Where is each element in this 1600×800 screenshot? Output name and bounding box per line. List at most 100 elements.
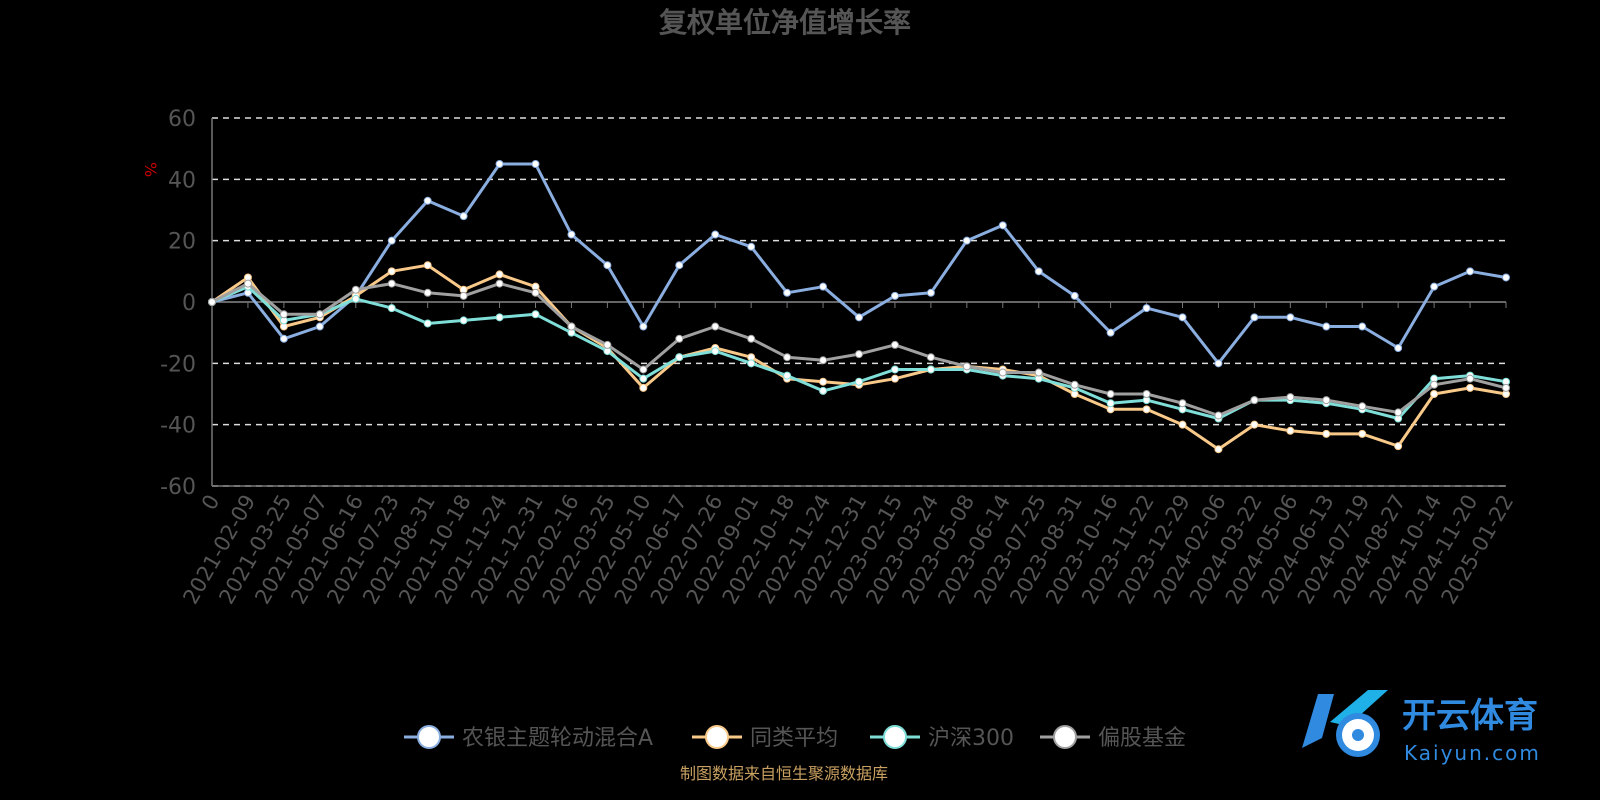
data-point — [962, 236, 971, 245]
data-point — [1070, 380, 1079, 389]
data-point — [1142, 405, 1151, 414]
data-point — [998, 368, 1007, 377]
y-tick-label: -20 — [160, 352, 196, 377]
y-axis-ticks: 60 40 20 0 -20 -40 -60 — [160, 107, 196, 500]
chart-title: 复权单位净值增长率 — [659, 6, 911, 39]
legend-item[interactable]: 同类平均 — [692, 725, 838, 751]
data-point — [495, 279, 504, 288]
legend-item[interactable]: 农银主题轮动混合A — [404, 725, 653, 751]
data-point — [1106, 328, 1115, 337]
data-point — [387, 279, 396, 288]
legend-swatch-marker — [1053, 725, 1077, 749]
data-point — [1502, 273, 1510, 282]
y-tick-label: 40 — [168, 168, 196, 193]
data-point — [1322, 396, 1331, 405]
data-point — [855, 377, 863, 386]
data-point — [423, 288, 432, 297]
data-point — [1214, 359, 1223, 368]
data-point — [747, 242, 756, 251]
legend-item[interactable]: 偏股基金 — [1040, 725, 1186, 751]
data-point — [315, 322, 324, 331]
data-point — [567, 322, 576, 331]
data-point — [495, 270, 504, 279]
legend-swatch-marker — [883, 725, 907, 749]
data-point — [998, 221, 1007, 230]
data-point — [1322, 322, 1331, 331]
data-point — [1430, 282, 1439, 291]
data-point — [351, 285, 360, 294]
data-point — [1214, 445, 1223, 454]
data-point — [926, 365, 935, 374]
data-point — [819, 377, 828, 386]
y-tick-label: 20 — [168, 230, 196, 255]
legend[interactable]: 农银主题轮动混合A 同类平均 沪深300 偏股基金 — [404, 725, 1186, 751]
data-point — [351, 294, 360, 303]
data-point — [1178, 420, 1187, 429]
kaiyun-logo-icon — [1302, 690, 1388, 757]
y-tick-label: 60 — [168, 107, 196, 132]
data-point — [1286, 313, 1295, 322]
data-point — [315, 310, 324, 319]
data-point — [1142, 390, 1151, 398]
data-point — [926, 353, 935, 362]
data-point — [1070, 291, 1079, 300]
data-point — [1106, 390, 1115, 398]
data-point — [1106, 399, 1115, 408]
data-point — [711, 347, 720, 356]
data-point — [783, 288, 792, 297]
watermark-logo: 开云体育 Kaiyun.com — [1302, 690, 1539, 765]
y-tick-label: 0 — [182, 291, 196, 316]
data-point — [1466, 374, 1475, 383]
data-point — [1142, 304, 1151, 313]
data-point — [639, 383, 648, 392]
data-point — [1250, 420, 1259, 429]
legend-swatch-marker — [417, 725, 441, 749]
data-point — [208, 298, 216, 306]
data-point — [1034, 267, 1043, 276]
data-point — [639, 374, 648, 383]
series-line — [211, 162, 1507, 365]
data-point — [962, 362, 971, 371]
data-point — [1286, 393, 1295, 402]
data-point — [1322, 429, 1331, 438]
legend-label: 农银主题轮动混合A — [462, 726, 653, 751]
data-point — [890, 374, 899, 383]
data-point — [675, 334, 684, 343]
data-point — [639, 322, 648, 331]
data-point — [1394, 344, 1403, 352]
data-point — [531, 310, 540, 319]
data-point — [711, 322, 720, 331]
series-group — [208, 160, 1510, 368]
data-point — [1358, 322, 1367, 331]
data-point — [1430, 380, 1439, 389]
data-point — [747, 359, 756, 368]
series-group — [208, 279, 1510, 420]
data-point — [747, 334, 756, 343]
data-point — [423, 261, 432, 270]
legend-item[interactable]: 沪深300 — [870, 725, 1014, 751]
data-point — [675, 261, 684, 270]
data-point — [531, 288, 540, 297]
data-point — [1034, 368, 1043, 377]
data-point — [1394, 408, 1403, 417]
data-point — [1358, 429, 1367, 438]
data-point — [387, 236, 396, 245]
watermark-name: 开云体育 — [1402, 696, 1538, 736]
data-point — [819, 282, 828, 291]
data-point — [1466, 267, 1475, 276]
data-point — [567, 230, 576, 239]
data-point — [1358, 402, 1367, 411]
data-point — [279, 334, 288, 343]
legend-swatch-marker — [705, 725, 729, 749]
data-point — [783, 371, 792, 380]
data-point — [675, 353, 684, 362]
data-point — [890, 365, 899, 374]
data-point — [279, 310, 288, 319]
data-point — [639, 365, 648, 374]
x-tick-label: 0 — [197, 491, 224, 515]
y-axis-unit: % — [141, 162, 160, 177]
data-point — [423, 319, 432, 328]
data-point — [1286, 426, 1295, 435]
data-point — [459, 212, 468, 221]
